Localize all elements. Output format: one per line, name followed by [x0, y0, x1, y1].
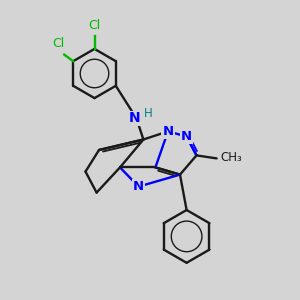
Text: N: N	[162, 125, 174, 138]
Text: Cl: Cl	[88, 19, 101, 32]
Text: H: H	[143, 106, 152, 120]
Text: CH₃: CH₃	[220, 151, 242, 164]
Text: N: N	[181, 130, 192, 143]
Text: N: N	[128, 112, 140, 125]
Text: N: N	[133, 180, 144, 193]
Text: Cl: Cl	[53, 38, 65, 50]
